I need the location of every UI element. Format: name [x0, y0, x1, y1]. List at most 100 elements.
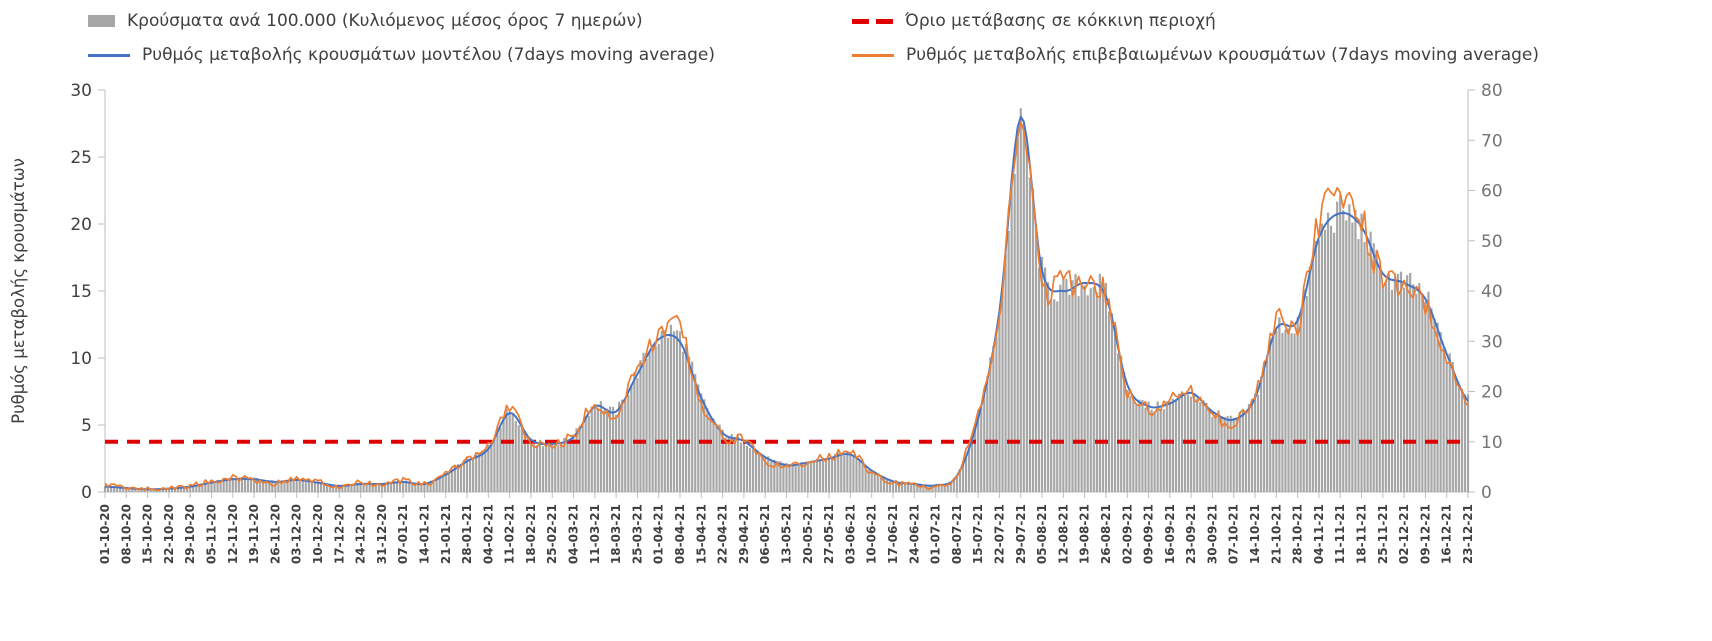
bar	[307, 479, 310, 492]
bar	[1050, 300, 1053, 492]
bar	[937, 484, 940, 492]
bar	[128, 487, 131, 492]
bar	[204, 483, 207, 492]
bar	[742, 443, 746, 492]
legend-item-confirmed-line: Ρυθμός μεταβολής επιβεβαιωμένων κρουσμάτ…	[852, 45, 1539, 65]
bar	[219, 480, 222, 492]
bar	[1107, 311, 1111, 492]
bar	[1217, 410, 1220, 492]
bar	[517, 425, 520, 492]
bar	[1068, 294, 1071, 492]
bar	[386, 482, 390, 492]
dashed-line-swatch-icon	[852, 18, 893, 24]
bar	[1308, 266, 1311, 492]
bar	[931, 485, 934, 492]
bar	[913, 483, 916, 492]
bar	[563, 438, 566, 492]
x-axis-tick-label: 29-07-21	[1014, 504, 1028, 564]
bar	[1336, 201, 1339, 493]
bar	[1086, 295, 1089, 492]
bar	[1171, 398, 1174, 492]
bar	[669, 324, 672, 492]
bar	[207, 482, 210, 492]
bar	[602, 410, 606, 492]
bar	[627, 394, 630, 492]
bar	[779, 461, 782, 492]
bar	[1299, 312, 1302, 492]
bar	[380, 483, 383, 492]
bar	[560, 442, 563, 492]
x-axis-tick-label: 15-07-21	[971, 504, 985, 564]
bar	[1062, 279, 1065, 492]
bar	[1466, 394, 1470, 492]
bar	[834, 453, 837, 492]
bar	[1117, 353, 1120, 492]
bar	[113, 486, 116, 492]
bar	[1275, 330, 1278, 492]
bar	[329, 483, 332, 492]
bar	[1460, 391, 1464, 492]
x-axis-tick-label: 14-01-21	[417, 504, 431, 564]
bar	[572, 438, 575, 492]
bar	[764, 457, 767, 492]
bar	[259, 479, 262, 492]
bar	[992, 346, 995, 492]
right-axis-tick-label: 60	[1481, 182, 1503, 202]
bar	[395, 481, 399, 492]
bar	[767, 456, 770, 492]
bar	[1132, 396, 1135, 492]
bar	[605, 408, 609, 492]
bar	[216, 479, 219, 492]
x-axis-tick-label: 22-04-21	[716, 504, 730, 564]
bar	[794, 464, 797, 492]
x-axis-tick-label: 12-11-20	[226, 504, 240, 564]
bar	[1007, 230, 1010, 492]
bar	[1177, 393, 1181, 492]
bar	[590, 406, 593, 492]
bar	[943, 484, 946, 492]
bar	[952, 479, 955, 492]
x-axis-tick-label: 21-10-21	[1269, 504, 1283, 564]
bar	[1424, 301, 1427, 492]
bars-series	[103, 108, 1470, 493]
bar	[751, 449, 755, 492]
bar	[642, 352, 645, 492]
bar	[228, 477, 231, 492]
bar	[134, 488, 137, 492]
bar	[840, 452, 843, 492]
bar	[946, 484, 949, 492]
bar	[377, 483, 380, 492]
bar	[499, 427, 502, 492]
bar	[402, 481, 405, 492]
bar	[800, 461, 803, 492]
bar	[1214, 414, 1217, 492]
bar	[1202, 400, 1205, 492]
x-axis-tick-label: 01-04-21	[652, 504, 666, 564]
bar	[995, 336, 998, 492]
bar	[429, 480, 432, 492]
bar	[861, 464, 864, 492]
right-axis-tick-label: 0	[1481, 483, 1492, 503]
bar	[870, 470, 873, 492]
bar	[1031, 188, 1035, 493]
x-axis-tick-label: 08-07-21	[950, 504, 964, 564]
bar	[1348, 204, 1351, 493]
x-axis-tick-label: 05-08-21	[1035, 504, 1049, 564]
bar	[420, 483, 423, 492]
bar	[919, 484, 922, 492]
bar	[511, 414, 514, 492]
bar	[374, 483, 377, 492]
x-axis-tick-label: 11-03-21	[588, 504, 602, 564]
x-axis-tick-label: 22-10-20	[162, 504, 176, 564]
bar	[1141, 399, 1144, 492]
x-axis-tick-label: 19-08-21	[1078, 504, 1092, 564]
blue-line-swatch-icon	[88, 53, 130, 57]
bar	[672, 331, 676, 492]
bar	[754, 449, 758, 492]
x-axis-tick-label: 06-05-21	[758, 504, 772, 564]
bar	[782, 462, 785, 492]
bar	[106, 485, 110, 492]
bar	[1433, 318, 1436, 492]
bar	[1418, 283, 1421, 492]
